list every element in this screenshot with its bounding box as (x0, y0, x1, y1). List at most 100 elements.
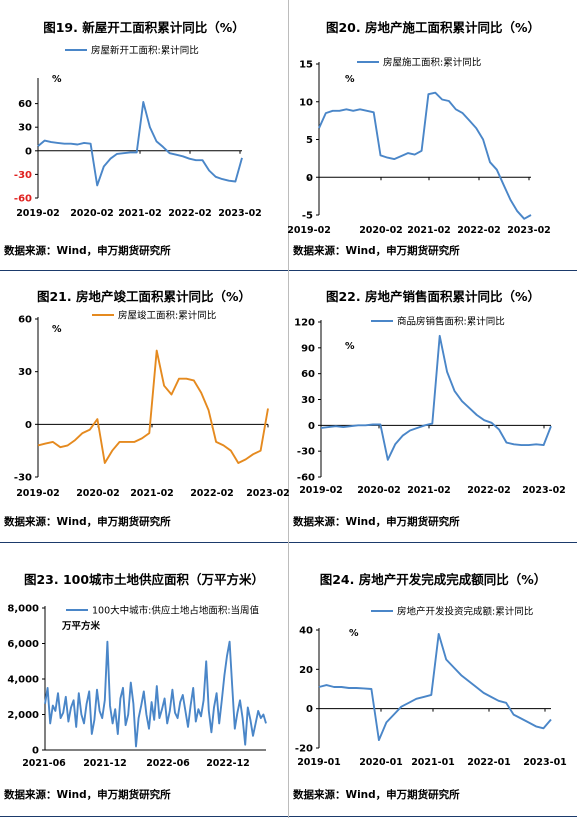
y-tick-label: 15 (299, 60, 313, 71)
y-tick-label: 8,000 (7, 604, 39, 615)
y-tick-label: 40 (299, 626, 313, 637)
x-tick-label: 2021-02 (407, 485, 451, 496)
legend-label: 房屋竣工面积:累计同比 (118, 310, 216, 322)
x-tick-label: 2021-02 (118, 208, 162, 219)
y-tick-label: 60 (18, 315, 32, 326)
unit-label: % (345, 74, 355, 85)
y-tick-label: 2,000 (7, 710, 39, 721)
chart-title: 图23. 100城市土地供应面积（万平方米） (23, 572, 265, 587)
chart-panel-investment: 图24. 房地产开发完成完成额同比（%） 40 20 0 -20 2019-01 2020… (289, 544, 577, 816)
chart-source: 数据来源：Wind，申万期货研究所 (4, 245, 171, 257)
y-tick-label: 0 (308, 421, 315, 432)
chart-source: 数据来源：Wind，申万期货研究所 (293, 245, 460, 257)
series-line (318, 632, 552, 742)
legend-label: 100大中城市:供应土地占地面积:当周值 (92, 605, 260, 617)
y-tick-label: 0 (25, 420, 32, 431)
chart-panel-new-starts: 图19. 新屋开工面积累计同比（%） 60 30 0 -30 -60 2019-02 202… (0, 0, 288, 270)
unit-label: 万平方米 (61, 620, 101, 632)
unit-label: % (52, 324, 62, 335)
y-tick-label: 60 (301, 369, 315, 380)
x-tick-label: 2021-01 (411, 757, 455, 768)
x-tick-label: 2023-01 (523, 757, 567, 768)
unit-label: % (52, 74, 62, 85)
y-tick-label: -5 (302, 211, 313, 222)
y-tick-label: -20 (295, 744, 313, 755)
unit-label: % (345, 341, 355, 352)
x-tick-label: 2021-02 (130, 488, 174, 499)
y-tick-label: 5 (306, 135, 313, 146)
y-tick-label: 6,000 (7, 639, 39, 650)
chart-svg: 60 30 0 -30 -60 2019-02 2020-02 2021-02 2022-02 2… (14, 45, 262, 220)
chart-title: 图22. 房地产销售面积累计同比（%） (325, 289, 541, 304)
legend-label: 商品房销售面积:累计同比 (397, 316, 505, 328)
chart-title: 图19. 新屋开工面积累计同比（%） (43, 20, 245, 35)
y-tick-label: 0 (25, 146, 32, 157)
x-tick-label: 2023-02 (507, 225, 551, 236)
y-tick-label: 0 (306, 704, 313, 715)
x-tick-label: 2022-02 (467, 485, 511, 496)
series-line (44, 640, 267, 748)
y-tick-label: 60 (18, 99, 32, 110)
chart-panel-construction: 图20. 房地产施工面积累计同比（%） 15 10 5 0 -5 2019-02 2020-… (287, 0, 577, 270)
series-line (318, 91, 532, 220)
x-tick-label: 2020-02 (357, 485, 401, 496)
chart-source: 数据来源：Wind，申万期货研究所 (4, 516, 171, 528)
x-tick-label: 2019-02 (16, 208, 60, 219)
legend-label: 房屋新开工面积:累计同比 (91, 45, 199, 57)
x-tick-label: 2020-02 (359, 225, 403, 236)
chart-source: 数据来源：Wind，申万期货研究所 (293, 789, 460, 801)
column-separator (288, 0, 289, 818)
chart-svg: 40 20 0 -20 2019-01 2020-01 2021-01 2022-01 2023… (295, 606, 567, 769)
x-tick-label: 2020-02 (76, 488, 120, 499)
x-tick-label: 2023-02 (522, 485, 566, 496)
y-tick-label: -30 (14, 170, 32, 181)
y-tick-label: 90 (301, 343, 315, 354)
x-tick-label: 2021-12 (83, 758, 127, 769)
chart-svg: 60 30 0 -30 2019-02 2020-02 2021-02 2022-02 2023… (14, 310, 290, 500)
x-tick-label: 2022-01 (467, 757, 511, 768)
y-tick-label: 120 (294, 318, 315, 329)
y-tick-label: -60 (14, 194, 32, 205)
x-tick-label: 2021-06 (22, 758, 66, 769)
y-tick-label: -60 (297, 473, 315, 484)
chart-svg: 15 10 5 0 -5 2019-02 2020-02 2021-02 2022-02 2023… (287, 57, 551, 237)
chart-title: 图20. 房地产施工面积累计同比（%） (325, 20, 541, 35)
x-tick-label: 2023-02 (218, 208, 262, 219)
y-tick-label: 30 (18, 123, 32, 134)
x-tick-label: 2022-02 (190, 488, 234, 499)
chart-source: 数据来源：Wind，申万期货研究所 (293, 516, 460, 528)
x-tick-label: 2022-12 (206, 758, 250, 769)
chart-panel-sales: 图22. 房地产销售面积累计同比（%） 120 90 60 30 0 -30 -60 2019… (289, 272, 577, 542)
legend-label: 房地产开发投资完成额:累计同比 (397, 606, 533, 618)
chart-panel-land-supply: 图23. 100城市土地供应面积（万平方米） 8,000 6,000 4,000 2,… (0, 544, 288, 816)
y-tick-label: -30 (14, 473, 32, 484)
x-tick-label: 2019-02 (16, 488, 60, 499)
y-tick-label: 20 (299, 665, 313, 676)
y-tick-label: 0 (306, 173, 313, 184)
chart-source: 数据来源：Wind，申万期货研究所 (4, 789, 171, 801)
chart-title: 图21. 房地产竣工面积累计同比（%） (36, 289, 252, 304)
x-tick-label: 2019-02 (287, 225, 331, 236)
legend-label: 房屋施工面积:累计同比 (383, 57, 481, 69)
x-tick-label: 2022-06 (146, 758, 190, 769)
y-tick-label: 4,000 (7, 675, 39, 686)
y-tick-label: 30 (18, 367, 32, 378)
x-tick-label: 2019-02 (299, 485, 343, 496)
x-tick-label: 2020-01 (359, 757, 403, 768)
series-line (320, 334, 552, 461)
x-tick-label: 2022-02 (457, 225, 501, 236)
chart-panel-completion: 图21. 房地产竣工面积累计同比（%） 60 30 0 -30 2019-02 2020-… (0, 272, 290, 542)
y-tick-label: 0 (32, 746, 39, 757)
y-tick-label: 30 (301, 395, 315, 406)
x-tick-label: 2021-02 (407, 225, 451, 236)
y-tick-label: -30 (297, 447, 315, 458)
y-tick-label: 10 (299, 97, 313, 108)
series-line (37, 101, 243, 187)
unit-label: % (349, 628, 359, 639)
x-tick-label: 2019-01 (297, 757, 341, 768)
x-tick-label: 2022-02 (168, 208, 212, 219)
x-tick-label: 2020-02 (70, 208, 114, 219)
chart-title: 图24. 房地产开发完成完成额同比（%） (319, 572, 547, 587)
